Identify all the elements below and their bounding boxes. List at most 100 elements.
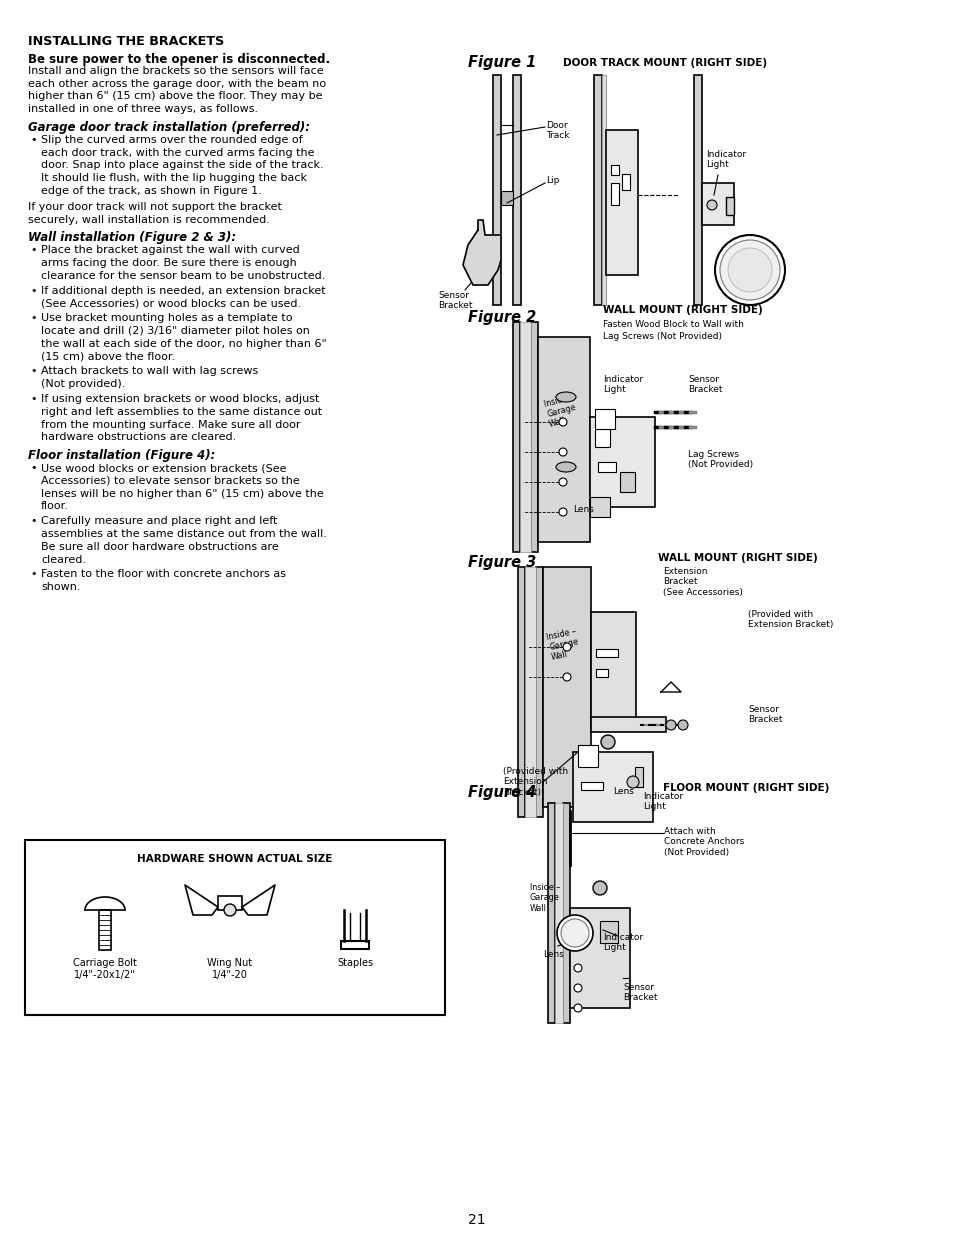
Bar [725, 198, 733, 215]
Text: floor.: floor. [41, 501, 69, 511]
Polygon shape [462, 220, 500, 285]
Text: Use wood blocks or extension brackets (See: Use wood blocks or extension brackets (S… [41, 463, 286, 473]
Circle shape [574, 1004, 581, 1011]
Text: FLOOR MOUNT (RIGHT SIDE): FLOOR MOUNT (RIGHT SIDE) [662, 783, 828, 793]
Text: installed in one of three ways, as follows.: installed in one of three ways, as follo… [28, 104, 258, 114]
Circle shape [558, 448, 566, 456]
Text: Inside –
Garage
Wall: Inside – Garage Wall [542, 391, 579, 429]
Circle shape [626, 776, 639, 788]
Bar [569, 908, 629, 1008]
Text: INSTALLING THE BRACKETS: INSTALLING THE BRACKETS [28, 35, 224, 48]
Text: Lag Screws
(Not Provided): Lag Screws (Not Provided) [687, 450, 752, 469]
Text: Figure 2: Figure 2 [468, 310, 536, 325]
Bar [610, 165, 618, 175]
Text: locate and drill (2) 3/16" diameter pilot holes on: locate and drill (2) 3/16" diameter pilo… [41, 326, 310, 336]
Text: Indicator
Light: Indicator Light [602, 932, 642, 952]
Bar [578, 745, 598, 767]
Text: Figure 1: Figure 1 [468, 56, 536, 70]
Circle shape [714, 235, 784, 305]
Text: Floor installation (Figure 4):: Floor installation (Figure 4): [28, 450, 215, 462]
Bar [531, 322, 537, 552]
Text: Lens: Lens [542, 950, 563, 960]
Text: Figure 3: Figure 3 [468, 555, 536, 571]
Bar [537, 337, 589, 542]
Text: arms facing the door. Be sure there is enough: arms facing the door. Be sure there is e… [41, 258, 296, 268]
Text: Indicator
Light: Indicator Light [642, 792, 682, 811]
Text: Wall installation (Figure 2 & 3):: Wall installation (Figure 2 & 3): [28, 231, 236, 245]
Bar [524, 567, 536, 818]
Text: Figure 4: Figure 4 [468, 785, 536, 800]
Bar [619, 472, 635, 492]
Text: Lag Screws (Not Provided): Lag Screws (Not Provided) [602, 332, 721, 341]
Circle shape [224, 904, 235, 916]
Text: lenses will be no higher than 6" (15 cm) above the: lenses will be no higher than 6" (15 cm)… [41, 489, 323, 499]
Text: •: • [30, 135, 36, 144]
Text: Wing Nut
1/4"-20: Wing Nut 1/4"-20 [207, 958, 253, 979]
Bar [580, 782, 602, 790]
Text: edge of the track, as shown in Figure 1.: edge of the track, as shown in Figure 1. [41, 186, 261, 196]
Text: clearance for the sensor beam to be unobstructed.: clearance for the sensor beam to be unob… [41, 270, 325, 280]
Text: •: • [30, 463, 36, 473]
Text: WALL MOUNT (RIGHT SIDE): WALL MOUNT (RIGHT SIDE) [658, 553, 817, 563]
Text: each door track, with the curved arms facing the: each door track, with the curved arms fa… [41, 148, 314, 158]
Text: Indicator
Light: Indicator Light [602, 375, 642, 394]
Text: Extension
Bracket
(See Accessories): Extension Bracket (See Accessories) [662, 567, 742, 597]
Bar [589, 496, 609, 517]
Bar [596, 650, 618, 657]
Bar [340, 941, 369, 948]
Text: Carriage Bolt
1/4"-20x1/2": Carriage Bolt 1/4"-20x1/2" [73, 958, 137, 979]
Text: Be sure power to the opener is disconnected.: Be sure power to the opener is disconnec… [28, 53, 330, 65]
Text: Use bracket mounting holes as a template to: Use bracket mounting holes as a template… [41, 314, 293, 324]
Text: •: • [30, 314, 36, 324]
Bar [542, 567, 590, 806]
Ellipse shape [556, 462, 576, 472]
Text: WALL MOUNT (RIGHT SIDE): WALL MOUNT (RIGHT SIDE) [602, 305, 762, 315]
Bar [25, 840, 444, 1015]
Ellipse shape [556, 391, 576, 403]
Text: Lens: Lens [573, 505, 594, 514]
Bar [610, 183, 618, 205]
Text: (15 cm) above the floor.: (15 cm) above the floor. [41, 352, 175, 362]
Text: If additional depth is needed, an extension bracket: If additional depth is needed, an extens… [41, 285, 325, 295]
Text: 21: 21 [468, 1213, 485, 1228]
Circle shape [678, 720, 687, 730]
Text: (Provided with
Extension Bracket): (Provided with Extension Bracket) [747, 610, 833, 630]
Text: Indicator
Light: Indicator Light [705, 149, 745, 169]
Circle shape [574, 984, 581, 992]
Bar [547, 803, 555, 1023]
Text: Fasten Wood Block to Wall with: Fasten Wood Block to Wall with [602, 320, 743, 329]
Text: right and left assemblies to the same distance out: right and left assemblies to the same di… [41, 406, 322, 416]
Bar [513, 322, 519, 552]
Text: Lip: Lip [545, 177, 558, 185]
Circle shape [574, 965, 581, 972]
Text: Install and align the brackets so the sensors will face: Install and align the brackets so the se… [28, 65, 323, 75]
Bar [596, 669, 607, 677]
Text: •: • [30, 569, 36, 579]
Bar [536, 567, 542, 818]
Text: HARDWARE SHOWN ACTUAL SIZE: HARDWARE SHOWN ACTUAL SIZE [137, 853, 333, 864]
Bar [601, 75, 605, 305]
Text: •: • [30, 285, 36, 295]
Text: Place the bracket against the wall with curved: Place the bracket against the wall with … [41, 246, 299, 256]
Circle shape [557, 915, 593, 951]
Text: Door
Track: Door Track [545, 121, 569, 141]
Text: Fasten to the floor with concrete anchors as: Fasten to the floor with concrete anchor… [41, 569, 286, 579]
Text: Be sure all door hardware obstructions are: Be sure all door hardware obstructions a… [41, 542, 278, 552]
Text: (Not provided).: (Not provided). [41, 379, 125, 389]
Text: Inside –
Garage
Wall: Inside – Garage Wall [545, 627, 581, 662]
Circle shape [558, 508, 566, 516]
Circle shape [562, 643, 571, 651]
Text: Lens: Lens [613, 787, 633, 797]
Text: cleared.: cleared. [41, 555, 86, 564]
Bar [595, 409, 615, 429]
Text: Sensor
Bracket: Sensor Bracket [687, 375, 721, 394]
Polygon shape [185, 885, 218, 915]
Text: Slip the curved arms over the rounded edge of: Slip the curved arms over the rounded ed… [41, 135, 302, 144]
Circle shape [593, 881, 606, 895]
Bar [605, 130, 638, 275]
Text: Accessories) to elevate sensor brackets so the: Accessories) to elevate sensor brackets … [41, 475, 299, 485]
Circle shape [600, 735, 615, 748]
Text: •: • [30, 367, 36, 377]
Bar [99, 910, 111, 950]
Bar [595, 429, 609, 447]
